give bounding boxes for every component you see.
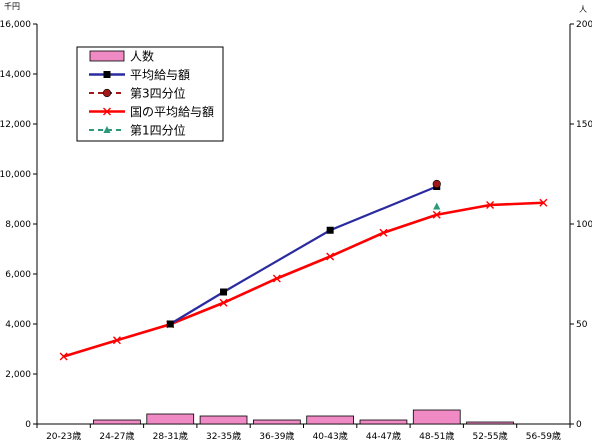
series-line — [169, 185, 438, 325]
marker-x — [486, 201, 495, 209]
right-tick-label: 150 — [576, 120, 592, 130]
left-tick-label: 6,000 — [5, 270, 31, 280]
series-3 — [433, 202, 441, 210]
marker-x — [219, 298, 228, 307]
legend-swatch-bar — [89, 50, 125, 62]
bar — [252, 419, 301, 425]
legend-label: 第1四分位 — [130, 123, 186, 138]
marker-square — [220, 288, 228, 296]
bar — [93, 419, 141, 425]
marker-x — [432, 210, 441, 219]
bar — [306, 415, 355, 425]
marker-x — [272, 274, 281, 283]
left-tick-label: 16,000 — [0, 20, 31, 30]
left-axis-ticks: 0 2,000 4,000 6,000 8,000 10,000 12,000 14,000 1… — [0, 20, 37, 430]
legend-item: 第3四分位 — [89, 86, 186, 101]
bar — [466, 421, 514, 425]
x-tick-label: 56-59歳 — [526, 430, 561, 442]
legend-item: 平均給与額 — [89, 68, 190, 82]
left-tick-label: 4,000 — [5, 320, 31, 330]
series-0 — [166, 183, 441, 328]
legend-item: 人数 — [89, 49, 154, 64]
legend-label: 人数 — [130, 49, 154, 64]
x-tick-label: 44-47歳 — [366, 430, 401, 442]
right-tick-label: 0 — [576, 420, 582, 430]
left-tick-label: 0 — [25, 420, 31, 430]
right-axis-ticks: 0 50 100 150 200 — [570, 20, 592, 430]
marker-square — [103, 71, 111, 78]
x-tick-label: 20-23歳 — [46, 430, 81, 442]
left-tick-label: 8,000 — [5, 220, 31, 230]
left-tick-label: 14,000 — [0, 70, 31, 80]
marker-x — [539, 198, 548, 207]
left-tick-label: 2,000 — [5, 370, 31, 380]
x-tick-label: 36-39歳 — [259, 430, 294, 442]
marker-x — [379, 228, 388, 237]
x-tick-label: 32-35歳 — [206, 430, 241, 442]
series-line — [63, 201, 544, 358]
x-tick-label: 52-55歳 — [472, 430, 507, 442]
marker-triangle — [103, 126, 111, 133]
left-tick-label: 12,000 — [0, 120, 31, 130]
bars-people-count — [93, 409, 514, 425]
right-tick-label: 50 — [576, 320, 588, 330]
series-1 — [432, 179, 441, 189]
x-tick-label: 40-43歳 — [313, 430, 348, 442]
x-tick-label: 48-51歳 — [419, 430, 454, 442]
right-tick-label: 200 — [576, 20, 592, 30]
x-tick-label: 24-27歳 — [99, 430, 134, 442]
legend-item: 国の平均給与額 — [89, 105, 214, 119]
marker-x — [103, 107, 111, 116]
x-axis-ticks: 20-23歳 24-27歳 28-31歳 32-35歳 36-39歳 40-43歳 44-4… — [36, 424, 571, 442]
marker-square — [326, 226, 334, 234]
marker-x — [59, 352, 68, 361]
left-axis-unit: 千円 — [4, 1, 20, 11]
series-2 — [59, 198, 548, 361]
legend-label: 第3四分位 — [130, 86, 186, 101]
left-tick-label: 10,000 — [0, 170, 31, 180]
legend-item: 第1四分位 — [89, 123, 186, 138]
bar — [146, 413, 195, 425]
marker-x — [112, 336, 121, 345]
series-lines — [59, 179, 548, 361]
marker-circle — [432, 179, 441, 189]
bar — [412, 409, 461, 425]
legend-label: 平均給与額 — [130, 68, 190, 82]
x-tick-label: 28-31歳 — [153, 430, 188, 442]
right-tick-label: 100 — [576, 220, 592, 230]
bar — [199, 415, 248, 425]
bar — [359, 419, 408, 425]
marker-triangle — [433, 202, 441, 210]
legend-label: 国の平均給与額 — [130, 105, 214, 119]
right-axis-unit: 人 — [579, 5, 587, 14]
marker-circle — [102, 88, 112, 98]
marker-x — [326, 252, 335, 261]
marker-square — [166, 320, 174, 328]
